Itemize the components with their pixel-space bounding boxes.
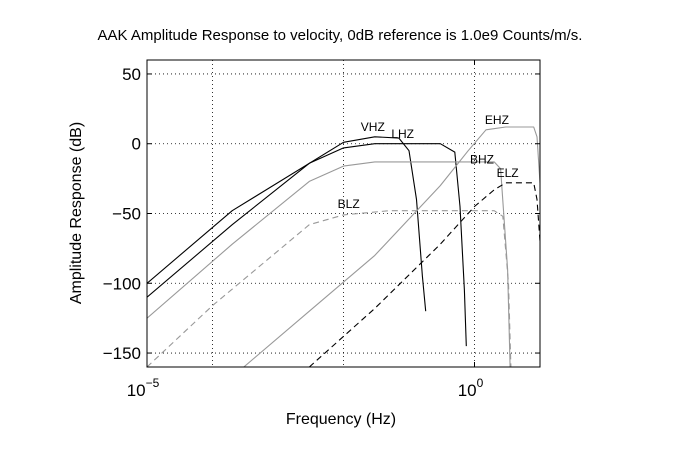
x-axis-label: Frequency (Hz) bbox=[286, 411, 396, 428]
series-line-lhz bbox=[147, 143, 467, 347]
chart-title: AAK Amplitude Response to velocity, 0dB … bbox=[98, 27, 583, 44]
y-tick-label: 50 bbox=[122, 65, 141, 84]
y-tick-label: −50 bbox=[112, 205, 141, 224]
y-tick-label: −150 bbox=[103, 344, 141, 363]
y-axis-label: Amplitude Response (dB) bbox=[68, 122, 85, 304]
x-tick-exponent: −5 bbox=[146, 376, 160, 390]
x-tick-base: 10 bbox=[458, 381, 477, 400]
series-line-blz bbox=[147, 210, 512, 367]
x-tick-base: 10 bbox=[127, 381, 146, 400]
series-layer bbox=[147, 126, 540, 367]
series-label-elz: ELZ bbox=[497, 166, 519, 180]
series-label-vhz: VHZ bbox=[361, 120, 385, 134]
series-label-bhz: BHZ bbox=[470, 152, 494, 166]
series-label-lhz: LHZ bbox=[391, 127, 414, 141]
y-tick-label: −100 bbox=[103, 274, 141, 293]
y-tick-label: 0 bbox=[132, 135, 141, 154]
series-line-ehz bbox=[243, 126, 540, 367]
x-tick-exponent: 0 bbox=[477, 376, 484, 390]
series-group bbox=[147, 126, 540, 367]
series-label-blz: BLZ bbox=[338, 197, 360, 211]
series-label-ehz: EHZ bbox=[485, 113, 509, 127]
x-tick-label: 10−5 bbox=[127, 376, 160, 400]
x-tick-label: 100 bbox=[458, 376, 484, 400]
series-line-vhz bbox=[147, 136, 427, 312]
series-label-layer: VHZ LHZ BHZ EHZ BLZ ELZ bbox=[338, 113, 519, 211]
grid-layer bbox=[147, 60, 540, 367]
series-line-bhz bbox=[147, 161, 511, 367]
